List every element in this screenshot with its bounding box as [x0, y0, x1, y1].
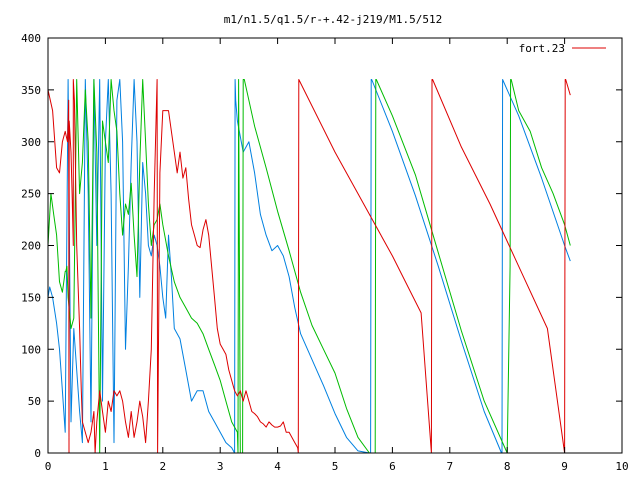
y-tick-label: 300 — [21, 136, 41, 149]
series-line-1 — [47, 79, 571, 454]
legend-label: fort.23 — [519, 42, 565, 55]
x-tick-label: 8 — [504, 460, 511, 473]
x-tick-label: 4 — [274, 460, 281, 473]
x-tick-label: 3 — [217, 460, 224, 473]
x-tick-label: 9 — [561, 460, 568, 473]
y-tick-label: 400 — [21, 32, 41, 45]
y-tick-label: 200 — [21, 240, 41, 253]
y-tick-label: 350 — [21, 84, 41, 97]
x-tick-label: 7 — [446, 460, 453, 473]
x-tick-label: 2 — [159, 460, 166, 473]
chart-title: m1/n1.5/q1.5/r-+.42-j219/M1.5/512 — [224, 13, 443, 26]
x-tick-label: 0 — [45, 460, 52, 473]
tick-layer: 0 50 100 150 200 250 300 350 400 0 1 2 3 4 5 6 7 8 9 10 — [21, 32, 629, 473]
y-tick-label: 150 — [21, 291, 41, 304]
series-layer — [47, 79, 571, 454]
series-line-2 — [47, 79, 571, 454]
y-tick-label: 50 — [28, 395, 41, 408]
x-tick-label: 1 — [102, 460, 109, 473]
x-tick-label: 10 — [615, 460, 628, 473]
y-tick-label: 100 — [21, 343, 41, 356]
x-tick-label: 5 — [332, 460, 339, 473]
y-tick-label: 250 — [21, 188, 41, 201]
legend: fort.23 — [519, 42, 606, 55]
series-line-0 — [47, 79, 571, 454]
x-tick-label: 6 — [389, 460, 396, 473]
y-tick-label: 0 — [34, 447, 41, 460]
plot-frame — [47, 37, 623, 454]
